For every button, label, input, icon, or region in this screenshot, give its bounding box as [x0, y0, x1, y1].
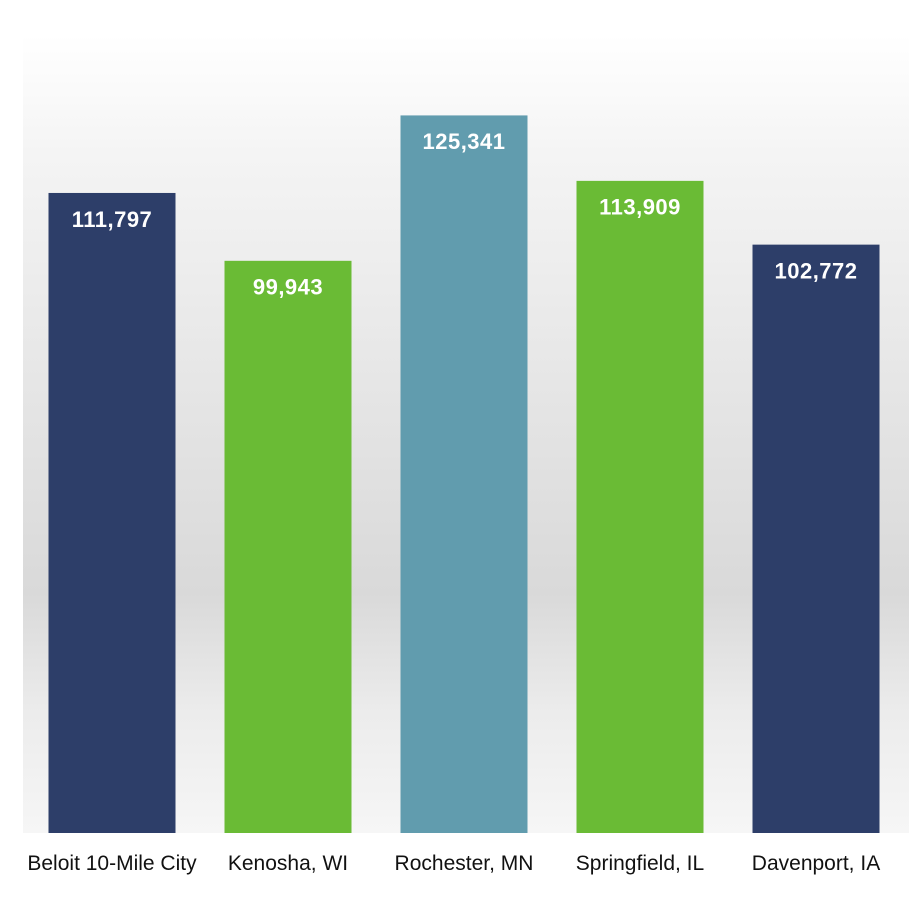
x-tick-label: Kenosha, WI: [227, 852, 349, 875]
x-tick-label: Springfield, IL: [575, 852, 705, 875]
value-label: 99,943: [253, 275, 323, 300]
value-label: 111,797: [72, 207, 153, 232]
value-label: 125,341: [422, 129, 505, 154]
x-tick-label: Rochester, MN: [394, 852, 534, 875]
value-label: 113,909: [599, 195, 681, 220]
x-tick-label: Davenport, IA: [751, 852, 881, 875]
bar: [400, 115, 528, 833]
x-tick-label: Beloit 10-Mile City: [27, 852, 197, 875]
bar: [48, 192, 176, 834]
bar: [224, 260, 352, 834]
value-label: 102,772: [774, 258, 857, 283]
bar: [576, 180, 704, 833]
bar: [752, 244, 880, 833]
